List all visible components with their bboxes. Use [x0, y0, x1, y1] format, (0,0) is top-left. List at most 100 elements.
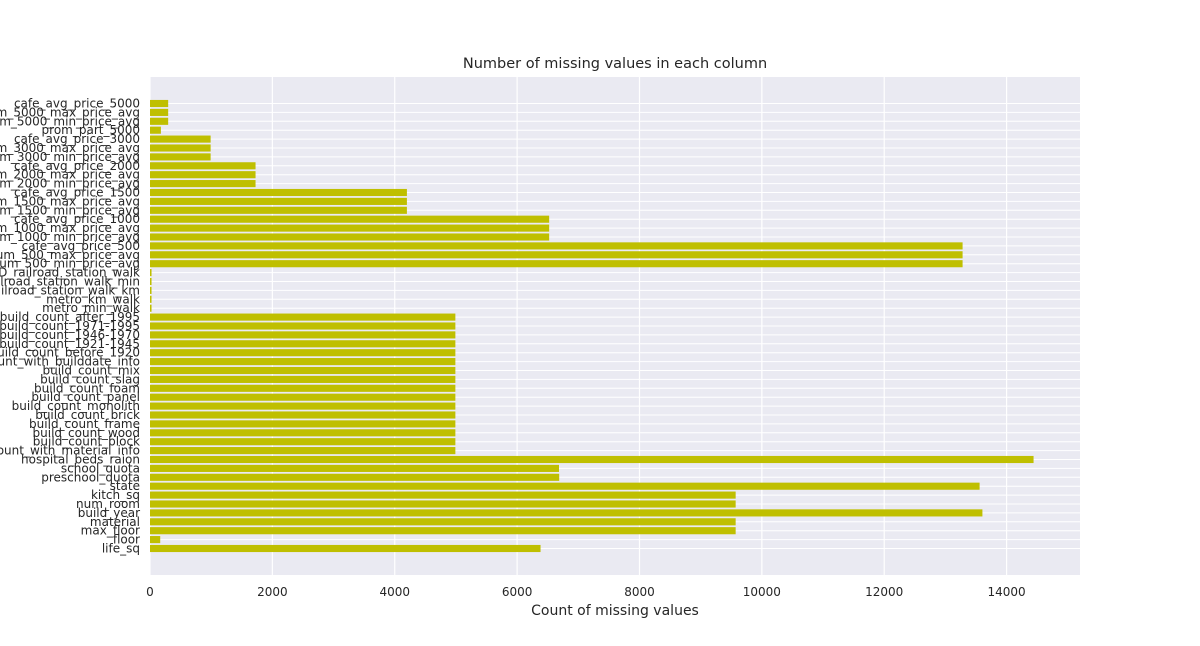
- category-label: material: [90, 515, 140, 529]
- category-label: state: [110, 479, 140, 493]
- bar-cafe_sum_2000_min_price_avg: [150, 180, 256, 188]
- x-tick-label: 2000: [257, 585, 288, 599]
- bar-preschool_quota: [150, 473, 560, 481]
- x-tick-labels: 0 2000 4000 6000 8000 10000 12000 14000: [146, 585, 1025, 599]
- bar-cafe_sum_1500_max_price_avg: [150, 197, 407, 205]
- category-label: cafe_sum_2000_max_price_avg: [0, 168, 140, 182]
- category-label: build_count_before_1920: [0, 346, 140, 360]
- category-label: build_count_monolith: [12, 399, 140, 413]
- bar-kitch_sq: [150, 491, 736, 499]
- x-tick-label: 0: [146, 585, 154, 599]
- category-label: cafe_sum_5000_max_price_avg: [0, 105, 140, 119]
- chart-title: Number of missing values in each column: [463, 56, 767, 72]
- bar-build_year: [150, 509, 983, 517]
- category-label: raion_build_count_with_material_info: [0, 444, 140, 458]
- bar-build_count_foam: [150, 384, 456, 392]
- category-label: cafe_sum_3000_max_price_avg: [0, 141, 140, 155]
- category-label: metro_km_walk: [46, 292, 140, 306]
- x-tick-label: 4000: [379, 585, 410, 599]
- category-label: cafe_sum_2000_min_price_avg: [0, 177, 140, 191]
- bar-cafe_sum_2000_max_price_avg: [150, 171, 256, 179]
- x-tick-label: 12000: [865, 585, 903, 599]
- category-label: hospital_beds_raion: [21, 453, 140, 467]
- category-label: cafe_sum_5000_min_price_avg: [0, 114, 140, 128]
- category-label: build_count_panel: [31, 390, 140, 404]
- category-label: cafe_sum_3000_min_price_avg: [0, 150, 140, 164]
- x-tick-label: 14000: [987, 585, 1025, 599]
- bar-cafe_avg_price_3000: [150, 135, 211, 143]
- category-label: build_count_brick: [35, 408, 140, 422]
- bar-build_count_1921-1945: [150, 340, 456, 348]
- bar-raion_build_count_with_material_info: [150, 447, 456, 455]
- category-label: max_floor: [81, 524, 140, 538]
- bar-build_count_before_1920: [150, 349, 456, 357]
- bars: [150, 99, 1034, 553]
- category-label: floor: [113, 533, 140, 547]
- category-label: cafe_avg_price_1000: [14, 212, 140, 226]
- category-label: raion_build_count_with_builddate_info: [0, 355, 140, 369]
- x-tick-label: 6000: [502, 585, 533, 599]
- bar-cafe_sum_1000_max_price_avg: [150, 224, 550, 232]
- bar-school_quota: [150, 464, 560, 472]
- category-label: life_sq: [102, 542, 140, 556]
- category-label: cafe_sum_1000_min_price_avg: [0, 230, 140, 244]
- bar-build_count_wood: [150, 429, 456, 437]
- bar-cafe_sum_500_min_price_avg: [150, 260, 963, 268]
- bar-build_count_1971-1995: [150, 322, 456, 330]
- x-axis-label: Count of missing values: [531, 603, 699, 619]
- category-label: cafe_avg_price_2000: [14, 159, 140, 173]
- bar-cafe_sum_500_max_price_avg: [150, 251, 963, 259]
- bar-cafe_avg_price_1000: [150, 215, 550, 223]
- bar-num_room: [150, 500, 736, 508]
- category-label: ID_railroad_station_walk: [0, 266, 140, 280]
- category-label: cafe_avg_price_500: [22, 239, 140, 253]
- bar-cafe_avg_price_2000: [150, 162, 256, 170]
- bar-cafe_sum_3000_max_price_avg: [150, 144, 211, 152]
- bar-metro_min_walk: [150, 304, 152, 312]
- x-tick-label: 8000: [624, 585, 655, 599]
- bar-life_sq: [150, 544, 541, 553]
- category-label: prom_part_5000: [42, 123, 140, 137]
- category-label: cafe_avg_price_5000: [14, 97, 140, 111]
- category-label: build_year: [78, 506, 140, 520]
- bar-prom_part_5000: [150, 126, 161, 134]
- category-label: cafe_sum_1500_min_price_avg: [0, 203, 140, 217]
- category-label: railroad_station_walk_min: [0, 275, 140, 289]
- bar-build_count_monolith: [150, 402, 456, 410]
- bar-railroad_station_walk_min: [150, 277, 152, 286]
- bar-cafe_sum_1000_min_price_avg: [150, 233, 550, 241]
- category-label: build_count_block: [33, 435, 140, 449]
- category-label: build_count_1921-1945: [0, 337, 140, 351]
- category-label: cafe_sum_500_max_price_avg: [0, 248, 140, 262]
- bar-floor: [150, 536, 161, 544]
- category-label: railroad_station_walk_km: [0, 283, 140, 297]
- category-label: num_room: [76, 497, 140, 511]
- category-label: metro_min_walk: [42, 301, 140, 315]
- x-tick-label: 10000: [743, 585, 781, 599]
- bar-metro_km_walk: [150, 295, 152, 303]
- category-label: build_count_frame: [29, 417, 140, 431]
- bar-cafe_avg_price_1500: [150, 188, 407, 197]
- category-label: build_count_wood: [33, 426, 140, 440]
- bar-state: [150, 482, 980, 490]
- category-label: cafe_avg_price_3000: [14, 132, 140, 146]
- bar-build_count_panel: [150, 393, 456, 401]
- category-label: cafe_sum_1500_max_price_avg: [0, 194, 140, 208]
- bar-build_count_frame: [150, 420, 456, 428]
- bar-build_count_after_1995: [150, 313, 456, 321]
- bar-build_count_block: [150, 438, 456, 446]
- bar-hospital_beds_raion: [150, 455, 1034, 464]
- bar-railroad_station_walk_km: [150, 286, 152, 294]
- category-label: cafe_sum_1000_max_price_avg: [0, 221, 140, 235]
- bar-cafe_sum_3000_min_price_avg: [150, 153, 211, 161]
- bar-cafe_sum_5000_min_price_avg: [150, 117, 169, 125]
- category-label: build_count_after_1995: [0, 310, 140, 324]
- category-label: build_count_1946-1970: [0, 328, 140, 342]
- bar-max_floor: [150, 527, 736, 535]
- category-label: school_quota: [61, 461, 140, 475]
- bar-cafe_avg_price_500: [150, 242, 963, 250]
- bar-ID_railroad_station_walk: [150, 269, 152, 277]
- category-labels: life_sqfloormax_floormaterialbuild_yearn…: [0, 97, 140, 556]
- category-label: build_count_foam: [34, 381, 140, 395]
